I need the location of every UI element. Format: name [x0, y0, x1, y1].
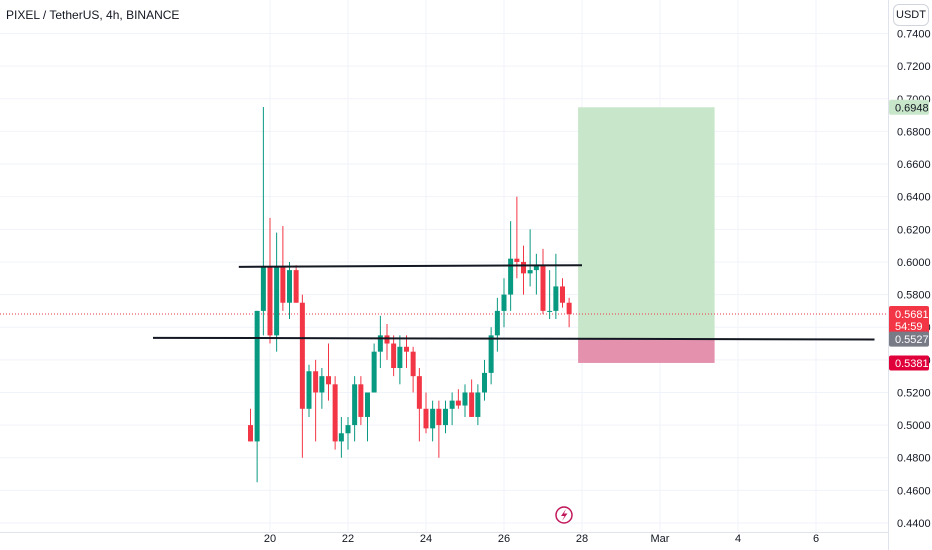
- x-tick-label: 24: [420, 533, 432, 545]
- y-tick-label: 0.4400: [897, 518, 931, 530]
- stop-price-badge-text: 0.5381: [895, 358, 929, 370]
- candle-body: [560, 286, 565, 303]
- candle-body: [566, 302, 572, 315]
- stop-price-badge-bg: [889, 355, 929, 371]
- candle-body: [462, 392, 468, 406]
- candle-body: [267, 266, 273, 336]
- chart-title: PIXEL / TetherUS, 4h, BINANCE: [6, 8, 180, 22]
- candle-body: [475, 392, 481, 417]
- target-price-badge-text: 0.6948: [895, 102, 929, 114]
- candle-body: [365, 392, 370, 417]
- candle-body: [416, 376, 422, 409]
- candle-body: [248, 425, 253, 442]
- target-price-badge-bg: [889, 99, 929, 115]
- y-tick-label: 0.5000: [897, 420, 931, 432]
- candle-body: [443, 408, 448, 426]
- candle-body: [514, 258, 520, 262]
- candle-body: [384, 335, 390, 344]
- candle-body: [436, 408, 442, 426]
- candle-body: [293, 270, 299, 303]
- candle-body: [377, 335, 383, 352]
- candle-body: [423, 408, 429, 429]
- candle-body: [306, 371, 312, 409]
- candle-body: [455, 400, 461, 406]
- y-tick-label: 0.5800: [897, 290, 931, 302]
- y-tick-label: 0.6200: [897, 224, 931, 236]
- candle-body: [488, 335, 494, 373]
- candle-body: [404, 346, 409, 352]
- candle-body: [397, 346, 403, 368]
- last-price-badge-bg: [889, 305, 929, 334]
- candle-body: [338, 433, 344, 442]
- y-tick-label: 0.7400: [897, 29, 931, 41]
- candle-body: [482, 372, 487, 393]
- profit-zone: [578, 107, 715, 340]
- support-line: [152, 336, 875, 341]
- x-tick-label: 6: [813, 533, 819, 545]
- candle-body: [326, 376, 331, 385]
- candle-body: [371, 351, 377, 393]
- candle-body: [527, 270, 533, 274]
- x-tick-label: 20: [264, 533, 276, 545]
- x-tick-label: 26: [498, 533, 510, 545]
- y-tick-label: 0.6000: [897, 257, 931, 269]
- candle-body: [345, 425, 351, 434]
- candle-body: [547, 310, 553, 312]
- y-tick-label: 0.6800: [897, 126, 931, 138]
- x-tick-label: Mar: [651, 533, 670, 545]
- candle-body: [332, 384, 338, 442]
- x-tick-label: 22: [342, 533, 354, 545]
- candle-body: [313, 371, 319, 393]
- last-price-badge-text: 0.5681: [895, 309, 929, 321]
- trend-lines: [152, 264, 875, 341]
- currency-button[interactable]: USDT: [893, 4, 929, 26]
- countdown-badge-text: 54:59: [895, 321, 923, 333]
- loss-zone: [578, 339, 715, 363]
- candle-body: [469, 392, 475, 417]
- entry-price-badge-text: 0.5527: [895, 334, 929, 346]
- candle-body: [299, 302, 305, 409]
- x-tick-label: 4: [735, 533, 741, 545]
- candle-body: [352, 384, 358, 426]
- candle-body: [274, 266, 280, 336]
- candle-body: [449, 400, 455, 409]
- candle-body: [533, 265, 539, 271]
- candle-body: [553, 286, 559, 311]
- candle-body: [254, 310, 260, 442]
- candle-body: [287, 270, 292, 303]
- y-tick-label: 0.7200: [897, 61, 931, 73]
- candle-body: [508, 258, 514, 295]
- candle-body: [358, 384, 364, 417]
- candle-body: [540, 265, 546, 311]
- y-tick-label: 0.4600: [897, 485, 931, 497]
- candle-body: [494, 310, 500, 336]
- candle-body: [410, 351, 416, 377]
- candle-body: [319, 376, 325, 393]
- candle-body: [260, 266, 266, 311]
- y-tick-label: 0.6600: [897, 159, 931, 171]
- y-tick-label: 0.4800: [897, 453, 931, 465]
- y-tick-label: 0.5200: [897, 387, 931, 399]
- candle-body: [430, 408, 436, 429]
- x-tick-label: 28: [576, 533, 588, 545]
- resistance-line: [238, 264, 583, 268]
- position-zones: [0, 107, 888, 363]
- y-tick-label: 0.6400: [897, 192, 931, 204]
- candle-body: [280, 266, 286, 303]
- entry-price-badge-bg: [889, 331, 929, 347]
- candle-body: [391, 343, 397, 368]
- event-icon-group[interactable]: [555, 506, 573, 524]
- candle-body: [501, 294, 507, 311]
- lightning-icon[interactable]: [561, 509, 568, 521]
- candle-body: [521, 261, 526, 274]
